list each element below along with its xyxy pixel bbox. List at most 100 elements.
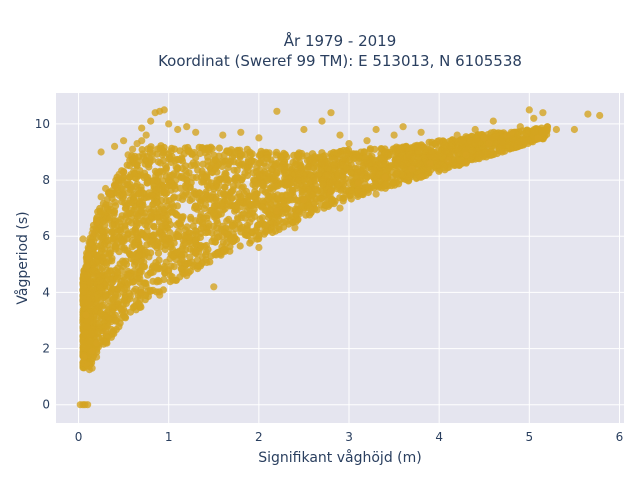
data-point (102, 311, 110, 320)
data-point (313, 206, 321, 214)
data-point (435, 137, 443, 145)
data-point (192, 237, 200, 245)
data-point (143, 227, 151, 235)
data-point (370, 166, 378, 174)
data-point (243, 231, 251, 240)
data-point (88, 239, 96, 247)
data-point (219, 131, 227, 139)
data-point (267, 211, 275, 220)
data-point (366, 145, 374, 153)
data-point (126, 173, 134, 181)
data-point (111, 182, 119, 190)
data-point (213, 217, 221, 225)
data-point (408, 165, 416, 173)
data-point (243, 226, 251, 234)
data-point (174, 164, 182, 172)
data-point (176, 147, 184, 155)
data-point (153, 198, 161, 207)
data-point (83, 262, 91, 270)
data-point (360, 148, 368, 156)
data-point (272, 160, 280, 168)
data-point (166, 221, 175, 229)
data-point (399, 123, 407, 131)
data-point (86, 301, 94, 309)
data-point (174, 125, 182, 134)
data-point (197, 241, 205, 250)
data-point (150, 205, 158, 214)
data-point (212, 163, 220, 171)
data-point (103, 260, 111, 268)
data-point (417, 173, 425, 181)
data-point (277, 154, 285, 162)
data-point (308, 150, 317, 158)
data-point (120, 305, 128, 313)
data-point (584, 110, 592, 118)
data-point (199, 160, 207, 168)
data-point (359, 191, 367, 199)
data-point (215, 144, 223, 152)
data-point (142, 279, 150, 287)
data-point (88, 330, 97, 338)
data-point (156, 291, 164, 299)
data-point (150, 176, 158, 184)
data-point (170, 239, 178, 247)
data-point (318, 159, 326, 167)
data-point (142, 131, 150, 139)
data-point (221, 183, 229, 192)
data-point (120, 258, 128, 266)
data-point (296, 208, 304, 216)
data-point (151, 241, 159, 250)
data-point (154, 276, 162, 284)
data-point (120, 192, 128, 200)
data-point (282, 218, 290, 226)
data-point (442, 147, 450, 156)
chart-title-line2: Koordinat (Sweref 99 TM): E 513013, N 61… (158, 52, 522, 70)
data-point (108, 221, 116, 229)
data-point (453, 131, 461, 139)
data-point (223, 175, 231, 183)
data-point (165, 182, 173, 190)
data-point (516, 123, 524, 131)
data-point (206, 195, 214, 203)
data-point (153, 150, 161, 158)
data-point (264, 204, 272, 212)
data-point (138, 124, 146, 132)
data-point (284, 180, 292, 188)
data-point (147, 143, 155, 151)
data-point (122, 226, 130, 234)
data-point (127, 255, 135, 263)
data-point (227, 188, 235, 196)
x-tick-label: 0 (75, 430, 83, 444)
data-point (118, 212, 126, 220)
data-point (90, 263, 98, 272)
tick-labels: 0 1 2 3 4 5 6 0 2 4 6 8 10 (35, 117, 624, 444)
data-point (300, 125, 308, 134)
data-point (79, 344, 88, 352)
data-point (552, 125, 561, 134)
x-tick-label: 1 (165, 430, 173, 444)
data-point (397, 144, 405, 153)
data-point (543, 123, 552, 131)
data-point (104, 270, 112, 278)
data-point (472, 135, 480, 143)
data-point (237, 128, 245, 136)
data-point (97, 309, 105, 318)
data-point (191, 202, 200, 210)
data-point (170, 263, 178, 271)
data-point (165, 120, 173, 128)
data-point (186, 239, 194, 247)
data-point (205, 146, 213, 154)
data-point (480, 134, 488, 142)
data-point (198, 167, 206, 175)
data-point (188, 195, 196, 203)
data-point (137, 228, 145, 237)
data-point (134, 235, 142, 243)
data-point (234, 159, 242, 167)
y-tick-label: 2 (42, 342, 50, 356)
data-point (234, 215, 242, 223)
data-point (425, 138, 433, 146)
data-point (302, 211, 310, 219)
data-point (269, 219, 277, 227)
data-point (183, 123, 191, 131)
data-point (198, 178, 206, 186)
